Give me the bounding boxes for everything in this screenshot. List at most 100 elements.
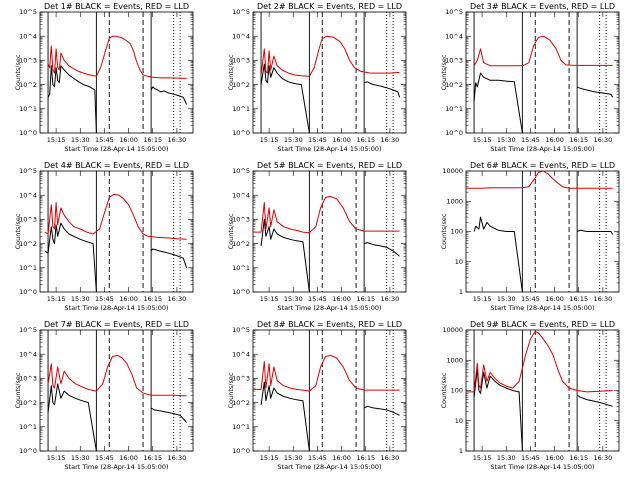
x-axis-label: Start Time (28-Apr-14 15:05:00) bbox=[277, 145, 381, 153]
x-tick-label: 15:30 bbox=[71, 136, 90, 144]
detector-panel-3: Det 3# BLACK = Events, RED = LLD 15:15 15:… bbox=[440, 2, 620, 153]
panel-title: Det 6# BLACK = Events, RED = LLD bbox=[470, 161, 615, 170]
x-tick-label: 16:15 bbox=[143, 295, 162, 303]
x-tick-label: 16:15 bbox=[569, 454, 588, 462]
detector-panel-2: Det 2# BLACK = Events, RED = LLD 15:15 15:… bbox=[227, 2, 407, 153]
y-tick-label: 10^1 bbox=[19, 423, 37, 431]
y-tick-label: 10^4 bbox=[232, 32, 250, 40]
x-tick-label: 16:30 bbox=[168, 454, 187, 462]
x-tick-label: 15:30 bbox=[71, 454, 90, 462]
series-line-lld bbox=[47, 35, 187, 79]
y-tick-label: 10^1 bbox=[19, 264, 37, 272]
x-axis-label: Start Time (28-Apr-14 15:05:00) bbox=[64, 145, 168, 153]
x-tick-label: 15:30 bbox=[284, 295, 303, 303]
y-tick-label: 10^5 bbox=[232, 326, 250, 334]
x-tick-label: 15:15 bbox=[473, 136, 492, 144]
x-tick-label: 16:30 bbox=[381, 454, 400, 462]
y-tick-label: 10^0 bbox=[19, 288, 37, 296]
y-axis-label: Counts/sec bbox=[440, 372, 448, 408]
panel-title: Det 8# BLACK = Events, RED = LLD bbox=[257, 320, 402, 329]
y-tick-label: 10^0 bbox=[445, 129, 463, 137]
y-tick-label: 10^5 bbox=[445, 8, 463, 16]
x-tick-label: 15:15 bbox=[47, 295, 66, 303]
series-line-lld bbox=[473, 35, 613, 67]
series-line-events bbox=[260, 218, 310, 293]
x-tick-label: 16:30 bbox=[168, 136, 187, 144]
detector-panel-1: Det 1# BLACK = Events, RED = LLD 15:15 15:… bbox=[14, 2, 194, 153]
x-axis-label: Start Time (28-Apr-14 15:05:00) bbox=[277, 463, 381, 471]
detector-panel-7: Det 7# BLACK = Events, RED = LLD 15:15 15:… bbox=[14, 320, 194, 471]
x-tick-label: 16:30 bbox=[594, 295, 613, 303]
x-tick-label: 16:00 bbox=[545, 454, 564, 462]
y-tick-label: 100 bbox=[451, 387, 463, 395]
series-line-events bbox=[44, 222, 97, 293]
y-axis-label: Counts/sec bbox=[14, 54, 22, 90]
x-axis-label: Start Time (28-Apr-14 15:05:00) bbox=[490, 304, 594, 312]
x-axis-label: Start Time (28-Apr-14 15:05:00) bbox=[490, 463, 594, 471]
x-tick-label: 15:30 bbox=[71, 295, 90, 303]
y-tick-label: 10 bbox=[455, 417, 463, 425]
x-tick-label: 15:15 bbox=[260, 454, 279, 462]
y-axis-label: Counts/sec bbox=[227, 372, 235, 408]
y-tick-label: 10^2 bbox=[232, 399, 250, 407]
y-tick-label: 100 bbox=[451, 228, 463, 236]
x-tick-label: 15:30 bbox=[497, 454, 516, 462]
y-tick-label: 10^4 bbox=[232, 350, 250, 358]
x-tick-label: 16:00 bbox=[545, 136, 564, 144]
y-tick-label: 10^4 bbox=[19, 32, 37, 40]
series-line-lld bbox=[253, 354, 400, 392]
series-line-events bbox=[576, 86, 614, 98]
detector-panel-8: Det 8# BLACK = Events, RED = LLD 15:15 15:… bbox=[227, 320, 407, 471]
detector-panel-4: Det 4# BLACK = Events, RED = LLD 15:15 15:… bbox=[14, 161, 194, 312]
series-line-events bbox=[473, 216, 523, 293]
series-line-events bbox=[150, 407, 187, 423]
series-line-events bbox=[473, 368, 523, 452]
panel-title: Det 3# BLACK = Events, RED = LLD bbox=[470, 2, 615, 11]
y-axis-label: Counts/sec bbox=[14, 372, 22, 408]
series-line-events bbox=[576, 394, 613, 407]
series-line-events bbox=[150, 248, 188, 268]
y-tick-label: 10^2 bbox=[445, 81, 463, 89]
x-tick-label: 15:15 bbox=[47, 136, 66, 144]
plot-frame bbox=[252, 170, 407, 293]
y-tick-label: 10^2 bbox=[19, 399, 37, 407]
y-tick-label: 10^3 bbox=[445, 57, 463, 65]
y-tick-label: 10^5 bbox=[19, 167, 37, 175]
series-line-events bbox=[363, 81, 401, 98]
x-tick-label: 15:15 bbox=[260, 136, 279, 144]
series-line-events bbox=[576, 229, 614, 235]
x-tick-label: 15:15 bbox=[473, 295, 492, 303]
x-tick-label: 16:00 bbox=[332, 295, 351, 303]
plot-frame bbox=[252, 329, 407, 452]
x-axis-label: Start Time (28-Apr-14 15:05:00) bbox=[277, 304, 381, 312]
x-axis-label: Start Time (28-Apr-14 15:05:00) bbox=[64, 304, 168, 312]
x-tick-label: 15:30 bbox=[284, 454, 303, 462]
y-tick-label: 10 bbox=[455, 258, 463, 266]
y-tick-label: 10000 bbox=[442, 167, 463, 175]
x-tick-label: 16:30 bbox=[381, 136, 400, 144]
x-tick-label: 15:45 bbox=[308, 136, 327, 144]
x-tick-label: 15:45 bbox=[95, 136, 114, 144]
series-line-events bbox=[150, 86, 188, 105]
plot-frame bbox=[252, 11, 407, 134]
series-line-lld bbox=[466, 330, 613, 393]
panel-title: Det 4# BLACK = Events, RED = LLD bbox=[44, 161, 189, 170]
x-tick-label: 16:30 bbox=[381, 295, 400, 303]
y-tick-label: 10^0 bbox=[232, 288, 250, 296]
y-tick-label: 10^5 bbox=[232, 167, 250, 175]
y-tick-label: 10^4 bbox=[232, 191, 250, 199]
x-tick-label: 15:15 bbox=[47, 454, 66, 462]
y-axis-label: Counts/sec bbox=[14, 213, 22, 249]
y-tick-label: 10^0 bbox=[19, 129, 37, 137]
x-tick-label: 15:15 bbox=[260, 295, 279, 303]
y-tick-label: 10^5 bbox=[232, 8, 250, 16]
detector-panel-5: Det 5# BLACK = Events, RED = LLD 15:15 15:… bbox=[227, 161, 407, 312]
y-tick-label: 10000 bbox=[442, 326, 463, 334]
x-tick-label: 16:00 bbox=[545, 295, 564, 303]
y-tick-label: 10^3 bbox=[19, 375, 37, 383]
y-tick-label: 10^1 bbox=[232, 423, 250, 431]
x-tick-label: 15:45 bbox=[521, 136, 540, 144]
y-axis-label: Counts/sec bbox=[440, 213, 448, 249]
